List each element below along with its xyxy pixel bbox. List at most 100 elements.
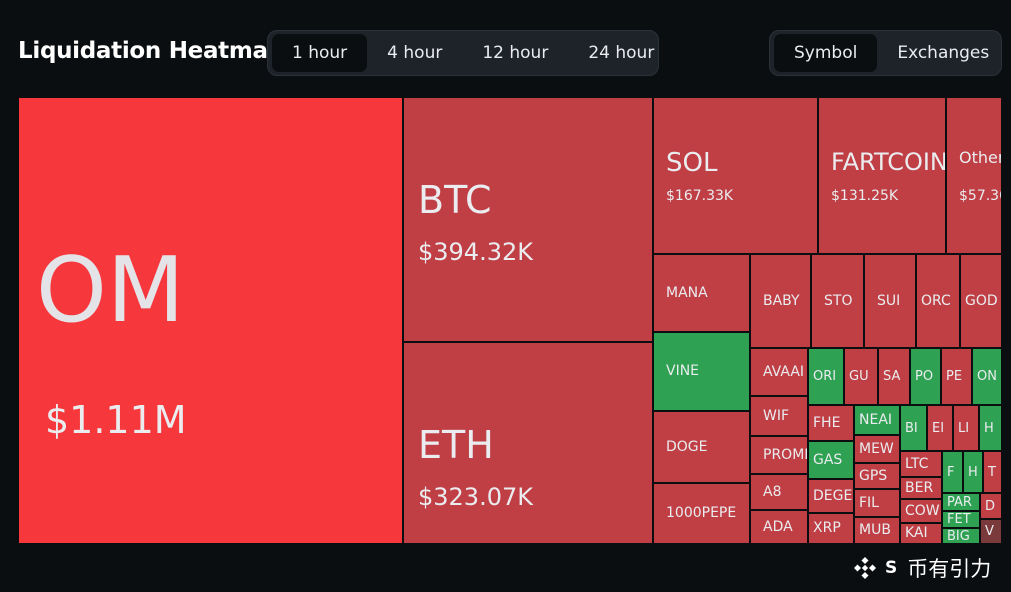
tile-gps-34[interactable]: GPS — [854, 463, 900, 489]
tile-eth-2[interactable]: ETH $323.07K — [403, 342, 653, 544]
tile-symbol: H — [984, 421, 994, 436]
tile-symbol: MEW — [859, 441, 894, 457]
tile-symbol: H — [968, 465, 978, 480]
tile-vine-7[interactable]: VINE — [653, 332, 750, 411]
tile-kai-48[interactable]: KAI — [900, 523, 942, 544]
tile-symbol: D — [985, 499, 996, 514]
tile-symbol: FARTCOIN — [831, 148, 946, 176]
tile-mew-33[interactable]: MEW — [854, 435, 900, 463]
tile-symbol: GU — [849, 369, 869, 384]
tile-symbol: ADA — [763, 519, 793, 535]
tile-symbol: LTC — [905, 456, 929, 472]
tile-fartcoin-4[interactable]: FARTCOIN $131.25K — [818, 97, 946, 254]
tile-doge-8[interactable]: DOGE — [653, 411, 750, 483]
tile-xrp-44[interactable]: XRP — [808, 513, 854, 544]
tile-t-38[interactable]: T — [983, 451, 1002, 493]
tab-symbol[interactable]: Symbol — [774, 34, 878, 72]
tile-par-42[interactable]: PAR — [942, 493, 980, 511]
tile-neai-27[interactable]: NEAI — [854, 405, 900, 435]
tile-ltc-35[interactable]: LTC — [900, 451, 942, 477]
tile-symbol: T — [988, 465, 996, 480]
tile-ber-41[interactable]: BER — [900, 477, 942, 499]
tile-symbol: MUB — [859, 522, 891, 538]
tile-symbol: F — [947, 465, 955, 480]
tile-a8-18[interactable]: A8 — [750, 474, 808, 510]
tile-symbol: BIG — [947, 529, 970, 544]
tile-on-25[interactable]: ON — [972, 348, 1002, 405]
watermark: S 币有引力 — [853, 553, 991, 583]
tile-other-5[interactable]: Other $57.30 — [946, 97, 1002, 254]
tile-dege-39[interactable]: DEGE — [808, 479, 854, 513]
tile-po-23[interactable]: PO — [910, 348, 941, 405]
tile-promf-17[interactable]: PROMF — [750, 436, 808, 474]
tile-symbol: GPS — [859, 468, 888, 484]
tile-cow-46[interactable]: COW — [900, 499, 942, 523]
tile-mana-6[interactable]: MANA — [653, 254, 750, 332]
tile-symbol: VINE — [666, 363, 700, 379]
tile-symbol: FHE — [813, 415, 841, 431]
tile-symbol: DEGE — [813, 488, 853, 504]
tile-wif-16[interactable]: WIF — [750, 396, 808, 436]
tile-symbol: KAI — [905, 525, 928, 541]
tile-pe-24[interactable]: PE — [941, 348, 972, 405]
tile-god-14[interactable]: GOD — [960, 254, 1002, 348]
diamond-logo-icon — [853, 556, 877, 580]
tile-ei-29[interactable]: EI — [927, 405, 953, 451]
tile-ada-19[interactable]: ADA — [750, 510, 808, 544]
tile-symbol: WIF — [763, 408, 790, 424]
tile-btc-1[interactable]: BTC $394.32K — [403, 97, 653, 342]
tile-baby-10[interactable]: BABY — [750, 254, 811, 348]
tile-symbol: STO — [824, 293, 853, 309]
tile-bi-28[interactable]: BI — [900, 405, 927, 451]
tile-symbol: OM — [36, 238, 185, 343]
tile-sto-11[interactable]: STO — [811, 254, 864, 348]
tile-ori-20[interactable]: ORI — [808, 348, 844, 405]
tile-v-50[interactable]: V — [980, 519, 1002, 544]
watermark-s: S — [885, 558, 898, 578]
tile-h-37[interactable]: H — [963, 451, 983, 493]
tile-avaai-15[interactable]: AVAAI — [750, 348, 808, 396]
tile-orc-13[interactable]: ORC — [916, 254, 960, 348]
tile-symbol: FET — [947, 512, 971, 527]
time-range-selector: 1 hour 4 hour 12 hour 24 hour — [267, 30, 659, 76]
tile-1000pepe-9[interactable]: 1000PEPE — [653, 483, 750, 544]
tile-fil-40[interactable]: FIL — [854, 489, 900, 517]
tile-symbol: PO — [915, 369, 934, 384]
tile-fet-47[interactable]: FET — [942, 511, 980, 528]
tile-value: $394.32K — [418, 238, 533, 266]
tile-symbol: PE — [946, 369, 963, 384]
tile-gas-32[interactable]: GAS — [808, 441, 854, 479]
tile-symbol: SOL — [666, 148, 718, 178]
tile-symbol: MANA — [666, 285, 708, 301]
tile-d-43[interactable]: D — [980, 493, 1002, 519]
tab-24-hour[interactable]: 24 hour — [588, 43, 655, 63]
tile-symbol: COW — [905, 503, 940, 519]
tile-symbol: BABY — [763, 293, 800, 309]
tile-symbol: FIL — [859, 495, 879, 511]
tile-f-36[interactable]: F — [942, 451, 963, 493]
tile-symbol: XRP — [813, 520, 841, 536]
tile-symbol: BER — [905, 480, 934, 496]
tile-sui-12[interactable]: SUI — [864, 254, 916, 348]
tile-value: $323.07K — [418, 483, 533, 511]
tile-symbol: SUI — [877, 293, 901, 309]
tab-1-hour[interactable]: 1 hour — [272, 34, 368, 72]
tab-4-hour[interactable]: 4 hour — [387, 43, 443, 63]
tab-exchanges[interactable]: Exchanges — [897, 43, 990, 63]
tile-symbol: PAR — [947, 495, 972, 510]
tile-fhe-26[interactable]: FHE — [808, 405, 854, 441]
tile-sa-22[interactable]: SA — [878, 348, 910, 405]
tile-value: $131.25K — [831, 188, 899, 204]
tile-big-49[interactable]: BIG — [942, 528, 980, 544]
tile-symbol: AVAAI — [763, 364, 805, 380]
tile-li-30[interactable]: LI — [953, 405, 979, 451]
tile-h-31[interactable]: H — [979, 405, 1002, 451]
tile-symbol: PROMF — [763, 447, 808, 463]
tab-12-hour[interactable]: 12 hour — [482, 43, 549, 63]
tile-mub-45[interactable]: MUB — [854, 517, 900, 544]
tile-gu-21[interactable]: GU — [844, 348, 878, 405]
tile-symbol: DOGE — [666, 439, 708, 455]
tile-symbol: NEAI — [859, 412, 893, 428]
tile-sol-3[interactable]: SOL $167.33K — [653, 97, 818, 254]
tile-om-0[interactable]: OM $1.11M — [18, 97, 403, 544]
